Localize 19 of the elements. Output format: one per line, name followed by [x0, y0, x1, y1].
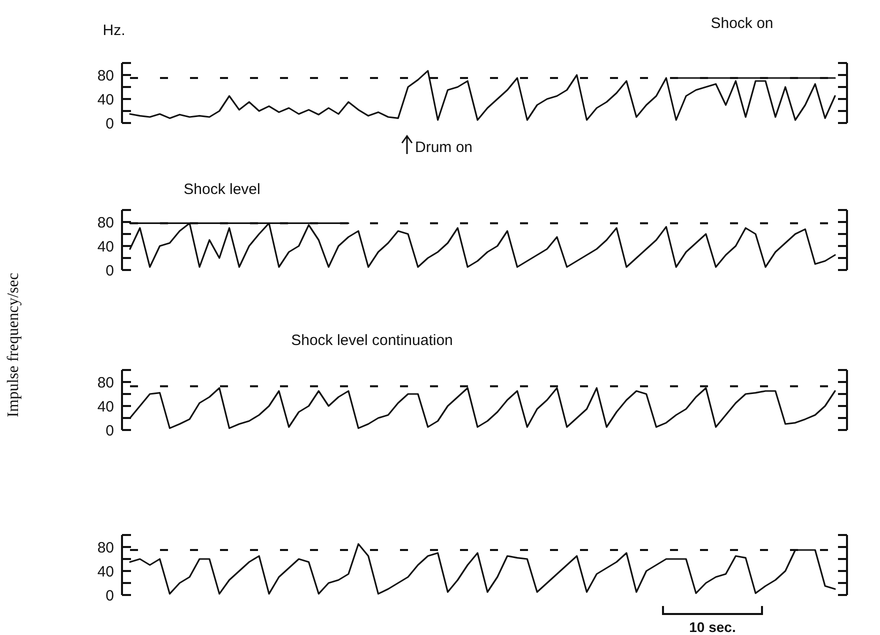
text: 10 sec. [689, 619, 736, 635]
text: Shock level continuation [291, 332, 453, 349]
y-tick-label: 40 [97, 238, 114, 256]
text: Shock on [710, 15, 774, 32]
text: Shock level [184, 181, 260, 198]
y-tick-label: 80 [97, 214, 114, 232]
y-tick-label: 80 [97, 67, 114, 84]
y-axis-title: Hz. [102, 22, 126, 39]
y-tick-label: 40 [97, 398, 114, 416]
text: Drum on [415, 139, 473, 156]
y-tick-label: 0 [106, 262, 114, 280]
y-tick-label: 40 [97, 91, 114, 108]
y-tick-label: 80 [97, 374, 114, 392]
y-axis-title: Impulse frequency/sec [5, 272, 22, 418]
y-tick-label: 0 [106, 422, 114, 440]
y-tick-label: 80 [97, 539, 114, 556]
y-tick-label: 0 [106, 587, 114, 604]
y-tick-label: 40 [97, 563, 114, 580]
y-tick-label: 0 [106, 115, 114, 132]
